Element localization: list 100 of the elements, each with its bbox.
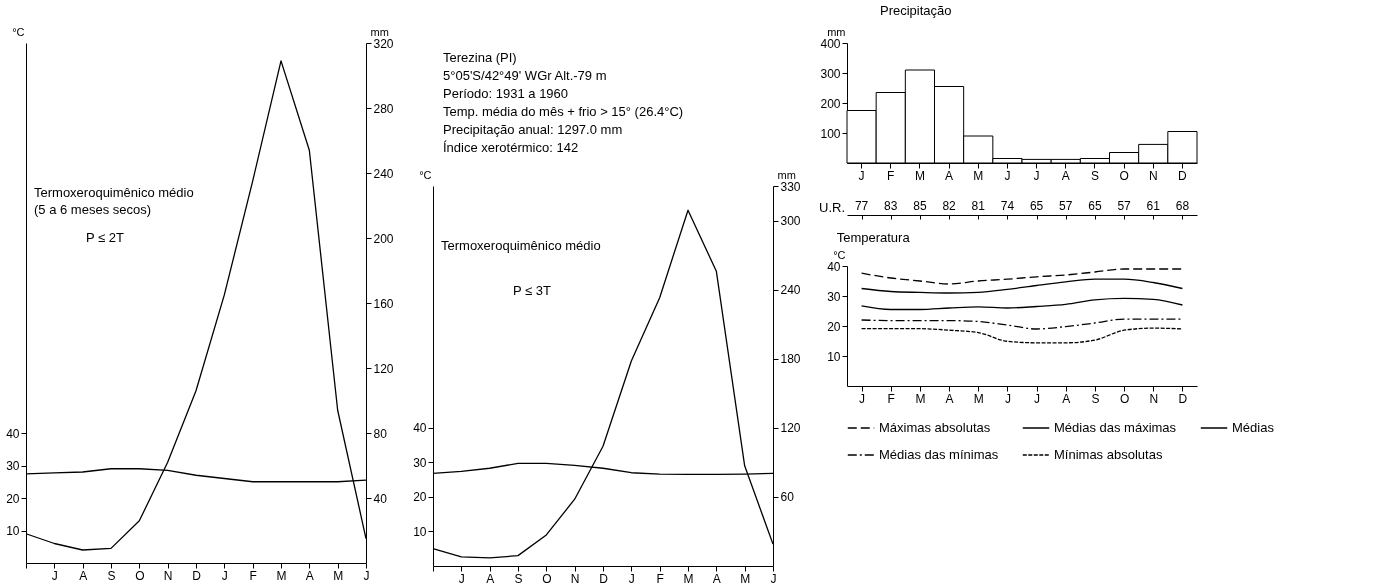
- y-axis-title: °C: [419, 168, 432, 181]
- x-tick-label: D: [599, 571, 609, 586]
- data-label: 65: [1029, 199, 1044, 213]
- y2-tick-label: 300: [780, 214, 801, 229]
- x-tick-label: J: [51, 568, 58, 583]
- text: 5°05'S/42°49' WGr Alt.-79 m: [443, 68, 607, 83]
- y-axis-title: °C: [12, 25, 25, 38]
- data-label: 82: [942, 199, 957, 213]
- legend-label: Mínimas absolutas: [1054, 447, 1163, 462]
- y2-tick-label: 160: [373, 296, 394, 311]
- y2-tick-label: 120: [373, 361, 394, 376]
- x-tick-label: J: [1004, 391, 1011, 406]
- x-tick-label: M: [276, 568, 287, 583]
- y-tick-label: 20: [827, 319, 841, 334]
- y2-tick-label: 320: [373, 36, 394, 51]
- y-tick-label: 10: [827, 349, 841, 364]
- line-series: [860, 278, 1184, 294]
- x-tick-label: M: [914, 168, 925, 183]
- chart-title: Terezina (PI): [443, 50, 517, 65]
- x-tick-label: J: [858, 168, 865, 183]
- y-tick-label: 30: [413, 455, 427, 470]
- x-tick-label: A: [945, 391, 954, 406]
- x-tick-label: A: [486, 571, 495, 586]
- text: Temp. média do mês + frio > 15° (26.4°C): [443, 104, 684, 119]
- y2-tick-label: 240: [373, 166, 394, 181]
- x-tick-label: A: [1061, 168, 1070, 183]
- y-tick-label: 400: [820, 36, 841, 51]
- x-tick-label: A: [1062, 391, 1071, 406]
- annotation: Termoxeroquimênico médio: [441, 238, 601, 253]
- x-tick-label: J: [1004, 168, 1011, 183]
- y-axis-title: mm: [827, 25, 846, 38]
- x-tick-label: J: [859, 391, 866, 406]
- y-tick-label: 100: [820, 126, 841, 141]
- annotation: (5 a 6 meses secos): [34, 202, 152, 217]
- text: Precipitação anual: 1297.0 mm: [443, 122, 623, 137]
- y2-axis-title: mm: [370, 25, 389, 38]
- line-series: [860, 297, 1184, 311]
- annotation: Termoxeroquimênico médio: [34, 185, 194, 200]
- y-tick-label: 20: [6, 491, 20, 506]
- line-series: [860, 268, 1184, 285]
- x-tick-label: S: [514, 571, 523, 586]
- x-tick-label: J: [628, 571, 635, 586]
- data-label: 85: [913, 199, 927, 213]
- legend-label: Médias das máximas: [1054, 420, 1177, 435]
- data-label: 83: [884, 199, 898, 213]
- y2-tick-label: 240: [780, 283, 801, 298]
- x-tick-label: S: [1090, 168, 1099, 183]
- x-tick-label: A: [79, 568, 88, 583]
- x-tick-label: M: [333, 568, 344, 583]
- x-tick-label: D: [1178, 391, 1188, 406]
- y-tick-label: 200: [820, 96, 841, 111]
- x-tick-label: F: [656, 571, 664, 586]
- y2-tick-label: 120: [780, 421, 801, 436]
- x-tick-label: N: [1148, 168, 1158, 183]
- legend-label: Médias das mínimas: [879, 447, 999, 462]
- text: Período: 1931 a 1960: [443, 86, 569, 101]
- y-tick-label: 300: [820, 66, 841, 81]
- x-tick-label: D: [192, 568, 202, 583]
- x-tick-label: A: [305, 568, 314, 583]
- line-series: [860, 327, 1184, 344]
- data-label: 74: [1000, 199, 1015, 213]
- x-tick-label: N: [1149, 391, 1159, 406]
- x-tick-label: F: [887, 168, 895, 183]
- y2-tick-label: 60: [780, 490, 795, 505]
- x-tick-label: J: [1034, 391, 1041, 406]
- y2-tick-label: 330: [780, 179, 801, 194]
- chart-title: Temperatura: [836, 230, 911, 245]
- x-tick-label: O: [135, 568, 145, 583]
- y-tick-label: 30: [827, 289, 841, 304]
- y-tick-label: 40: [827, 259, 841, 274]
- x-tick-label: S: [107, 568, 116, 583]
- x-tick-label: J: [221, 568, 228, 583]
- text: U.R.: [819, 200, 845, 215]
- data-label: 65: [1088, 199, 1102, 213]
- y-tick-label: 10: [6, 524, 20, 538]
- y2-tick-label: 180: [780, 352, 801, 367]
- y2-tick-label: 280: [373, 101, 394, 116]
- text: Índice xerotérmico: 142: [443, 140, 579, 155]
- x-tick-label: O: [542, 571, 552, 586]
- y2-tick-label: 80: [373, 426, 388, 441]
- y2-tick-label: 200: [373, 231, 394, 246]
- data-label: 68: [1175, 199, 1190, 213]
- annotation: P ≤ 3T: [513, 283, 552, 298]
- x-tick-label: M: [973, 391, 984, 406]
- y-tick-label: 40: [413, 421, 427, 436]
- legend-label: Médias: [1232, 420, 1275, 435]
- x-tick-label: J: [770, 571, 777, 586]
- x-tick-label: O: [1119, 168, 1129, 183]
- x-tick-label: F: [887, 391, 895, 406]
- x-tick-label: M: [683, 571, 694, 586]
- y2-tick-label: 40: [373, 491, 388, 506]
- y-tick-label: 10: [413, 524, 427, 539]
- x-tick-label: S: [1091, 391, 1100, 406]
- data-label: 81: [971, 199, 986, 213]
- x-tick-label: A: [945, 168, 954, 183]
- y-tick-label: 30: [6, 459, 20, 473]
- y-tick-label: 20: [413, 490, 427, 505]
- annotation: P ≤ 2T: [86, 230, 125, 245]
- x-tick-label: A: [712, 571, 721, 586]
- x-tick-label: M: [915, 391, 926, 406]
